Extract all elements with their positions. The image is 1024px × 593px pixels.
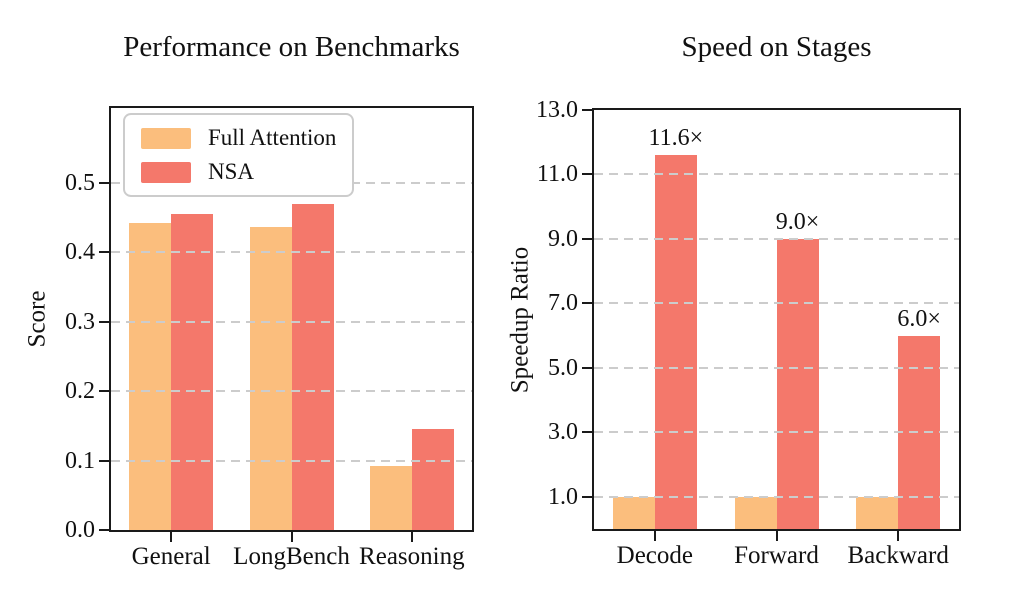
category-label: LongBench — [233, 543, 350, 570]
y-tick — [99, 459, 109, 462]
bar-full-attention-longbench — [249, 226, 292, 530]
bar-nsa-general — [171, 213, 214, 530]
gridline — [594, 173, 959, 176]
bar-value-label: 11.6× — [648, 125, 704, 152]
y-tick — [582, 431, 592, 434]
gridline — [111, 459, 472, 462]
y-tick-label: 0.3 — [65, 308, 95, 335]
benchmarks-plot-area: General LongBench Reasoning 0.0 0.1 0.2 0.3 0.4… — [65, 106, 474, 569]
gridline — [594, 495, 959, 498]
gridline — [111, 320, 472, 323]
y-tick-label: 5.0 — [548, 354, 578, 381]
bar-nsa-reasoning — [411, 428, 454, 530]
bar-full-attention-forward — [734, 496, 777, 529]
y-tick-label: 3.0 — [548, 419, 578, 446]
category-label: Reasoning — [359, 543, 465, 570]
y-tick — [582, 109, 592, 111]
gridline — [594, 366, 959, 369]
gridline — [111, 251, 472, 254]
gridline — [594, 237, 959, 240]
bar-value-label: 9.0× — [775, 208, 820, 235]
y-tick — [582, 495, 592, 498]
x-tick — [410, 532, 413, 542]
category-label: Backward — [847, 542, 949, 569]
y-tick-label: 9.0 — [548, 225, 578, 252]
y-tick — [99, 181, 109, 184]
bar-value-label: 6.0× — [897, 305, 941, 332]
y-tick-label: 0.4 — [65, 239, 95, 266]
speed-plot-area: 11.6× Decode 9.0× Forward 6.0× Backward 1.0 3.0… — [536, 98, 961, 568]
x-tick — [775, 531, 778, 541]
y-tick — [99, 529, 109, 531]
bar-nsa-longbench — [291, 204, 334, 530]
y-tick — [582, 237, 592, 240]
y-tick-label: 13.0 — [536, 97, 578, 123]
y-tick — [99, 390, 109, 393]
bar-full-attention-backward — [856, 496, 899, 529]
category-label: General — [131, 543, 211, 570]
legend-label: Full Attention — [208, 125, 337, 150]
legend-swatch — [141, 127, 191, 149]
gridline — [594, 302, 959, 305]
legend-item-nsa: NSA — [141, 160, 336, 184]
x-tick — [897, 531, 900, 541]
legend: Full Attention NSA — [123, 113, 355, 197]
category-label: Decode — [616, 542, 693, 569]
y-tick — [582, 366, 592, 369]
y-tick — [582, 173, 592, 176]
bar-full-attention-decode — [612, 496, 655, 529]
x-tick — [290, 532, 293, 542]
legend-swatch — [141, 161, 191, 183]
gridline — [594, 431, 959, 434]
bar-nsa-decode — [654, 155, 697, 529]
bar-full-attention-reasoning — [369, 466, 412, 530]
x-tick — [653, 531, 656, 541]
y-tick-label: 0.0 — [65, 517, 95, 543]
speed-chart-title: Speed on Stages — [681, 31, 872, 63]
y-tick-label: 0.2 — [65, 378, 95, 405]
legend-label: NSA — [208, 159, 255, 184]
y-tick-label: 0.5 — [65, 169, 95, 196]
y-tick-label: 1.0 — [548, 483, 578, 510]
y-tick-label: 7.0 — [548, 290, 578, 317]
y-tick-label: 11.0 — [536, 161, 578, 188]
y-tick — [99, 320, 109, 323]
x-tick — [170, 532, 173, 542]
legend-item-full-attention: Full Attention — [141, 126, 336, 150]
bar-nsa-forward — [776, 238, 819, 529]
gridline — [111, 390, 472, 393]
benchmarks-chart-title: Performance on Benchmarks — [123, 31, 460, 63]
bar-full-attention-general — [129, 222, 172, 530]
category-label: Forward — [734, 542, 819, 569]
y-tick — [582, 302, 592, 305]
y-tick-label: 0.1 — [65, 447, 95, 474]
y-tick — [99, 251, 109, 254]
